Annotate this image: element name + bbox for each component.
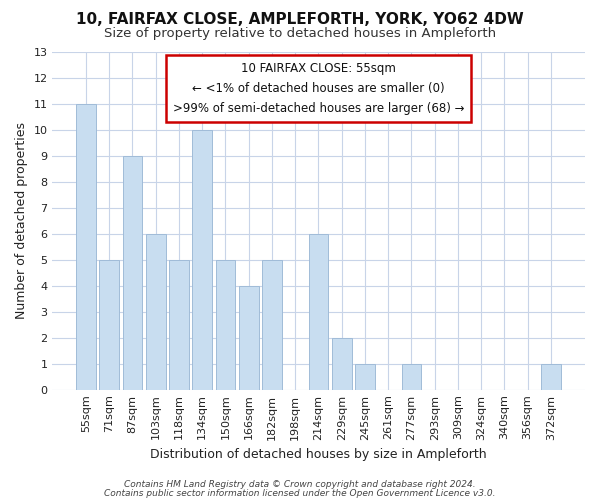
Bar bbox=[146, 234, 166, 390]
Bar bbox=[215, 260, 235, 390]
Text: Contains HM Land Registry data © Crown copyright and database right 2024.: Contains HM Land Registry data © Crown c… bbox=[124, 480, 476, 489]
Bar bbox=[332, 338, 352, 390]
Bar bbox=[100, 260, 119, 390]
Bar bbox=[541, 364, 561, 390]
Bar bbox=[308, 234, 328, 390]
Bar bbox=[262, 260, 282, 390]
Bar bbox=[239, 286, 259, 391]
Bar bbox=[355, 364, 375, 390]
X-axis label: Distribution of detached houses by size in Ampleforth: Distribution of detached houses by size … bbox=[150, 448, 487, 461]
Y-axis label: Number of detached properties: Number of detached properties bbox=[15, 122, 28, 320]
Bar bbox=[401, 364, 421, 390]
Bar bbox=[76, 104, 96, 391]
Bar bbox=[122, 156, 142, 390]
Text: Contains public sector information licensed under the Open Government Licence v3: Contains public sector information licen… bbox=[104, 488, 496, 498]
Text: Size of property relative to detached houses in Ampleforth: Size of property relative to detached ho… bbox=[104, 28, 496, 40]
Bar bbox=[193, 130, 212, 390]
Bar bbox=[169, 260, 189, 390]
Text: 10, FAIRFAX CLOSE, AMPLEFORTH, YORK, YO62 4DW: 10, FAIRFAX CLOSE, AMPLEFORTH, YORK, YO6… bbox=[76, 12, 524, 28]
Text: 10 FAIRFAX CLOSE: 55sqm
← <1% of detached houses are smaller (0)
>99% of semi-de: 10 FAIRFAX CLOSE: 55sqm ← <1% of detache… bbox=[173, 62, 464, 114]
